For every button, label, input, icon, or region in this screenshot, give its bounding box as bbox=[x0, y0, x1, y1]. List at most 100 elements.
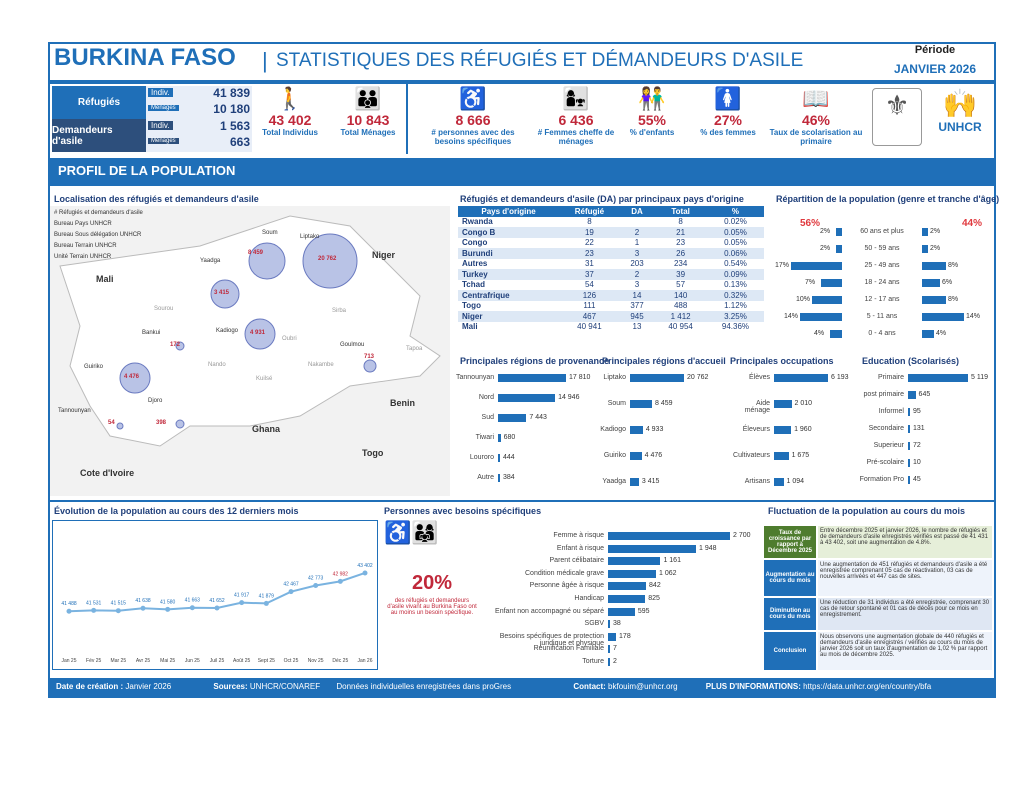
region-djoro: Djoro bbox=[148, 398, 163, 404]
fluctuation-text: Entre décembre 2025 et janvier 2026, le … bbox=[818, 526, 992, 558]
region-sourou: Sourou bbox=[154, 306, 174, 312]
provenance-bar-value: 7 443 bbox=[529, 414, 547, 421]
pyramid-age-label: 25 - 49 ans bbox=[864, 262, 900, 269]
provenance-bar bbox=[498, 434, 501, 442]
besoins-bar-label: Parent célibataire bbox=[549, 557, 604, 565]
besoins-bar-value: 825 bbox=[648, 595, 660, 602]
pyramid-female-value: 7% bbox=[805, 279, 816, 286]
education-bar bbox=[908, 391, 916, 399]
evolution-point bbox=[91, 607, 97, 613]
ref-indiv-value: 41 839 bbox=[213, 86, 250, 100]
evolution-point bbox=[115, 608, 121, 614]
table-cell: 0.54% bbox=[724, 259, 747, 269]
table-row: Burundi 23 3 26 0.06% bbox=[458, 248, 764, 259]
th-da: DA bbox=[619, 206, 655, 217]
table-cell: 126 bbox=[559, 290, 620, 301]
table-row: Centrafrique 126 14 140 0.32% bbox=[458, 290, 764, 301]
provenance-bar bbox=[498, 474, 500, 482]
besoins-bar bbox=[608, 532, 730, 540]
ref-menages-label: Ménages bbox=[148, 105, 179, 111]
pyramid-male-bar bbox=[922, 296, 946, 304]
woman-children-icon: 👩‍👧 bbox=[562, 86, 590, 111]
pyramid-female-bar bbox=[812, 296, 842, 304]
evolution-point bbox=[337, 578, 343, 584]
evolution-data-label: 41 580 bbox=[160, 599, 176, 605]
region-soum: Soum bbox=[262, 230, 278, 236]
provenance-bar-value: 680 bbox=[503, 434, 516, 441]
table-cell: Centrafrique bbox=[458, 290, 560, 301]
children-icon: 👫 bbox=[638, 86, 666, 111]
legend-bureau-terrain: Bureau Terrain UNHCR bbox=[54, 243, 117, 249]
education-bar-label: post primaire bbox=[863, 391, 904, 398]
region-goulmou: Goulmou bbox=[340, 342, 365, 348]
table-cell: 26 bbox=[654, 248, 707, 259]
education-bar bbox=[908, 408, 910, 416]
besoins-bar-value: 1 062 bbox=[658, 569, 677, 577]
footer-contact-link[interactable]: bkfouim@unhcr.org bbox=[608, 682, 678, 691]
page-subtitle: STATISTIQUES DES RÉFUGIÉS ET DÉMANDEURS … bbox=[276, 50, 804, 71]
provenance-bar-label: Autre bbox=[477, 474, 494, 481]
table-row: Congo 22 1 23 0.05% bbox=[458, 238, 764, 249]
table-cell: Niger bbox=[458, 311, 560, 322]
bubble-label-liptako: 20 762 bbox=[318, 256, 337, 262]
evolution-point bbox=[263, 600, 269, 606]
pyramid-male-bar bbox=[922, 262, 946, 270]
footer-info-label: PLUS D'INFORMATIONS: bbox=[705, 682, 801, 691]
pyramid-male-value: 2% bbox=[930, 245, 941, 252]
table-cell: 1 412 bbox=[654, 311, 707, 322]
besoins-bar bbox=[608, 544, 697, 553]
besoins-bar-label: Réunification Familiale bbox=[533, 645, 604, 653]
table-cell: 22 bbox=[584, 238, 594, 248]
evolution-data-label: 41 917 bbox=[234, 593, 250, 599]
occupations-bar bbox=[774, 452, 789, 460]
footer-info-link[interactable]: https://data.unhcr.org/en/country/bfa bbox=[803, 682, 932, 691]
region-bankui: Bankui bbox=[142, 330, 161, 336]
occupations-bar bbox=[774, 400, 792, 408]
country-title: BURKINA FASO bbox=[54, 44, 236, 71]
footer-date-label: Date de création : bbox=[56, 682, 124, 691]
pyramid-male-value: 8% bbox=[948, 296, 959, 303]
evolution-data-label: 41 488 bbox=[61, 601, 77, 607]
evolution-x-tick: Jan 26 bbox=[357, 658, 372, 664]
evolution-data-label: 42 982 bbox=[333, 571, 349, 577]
region-tapoa: Tapoa bbox=[406, 346, 423, 352]
table-cell: 945 bbox=[619, 311, 655, 322]
bubble-soum bbox=[248, 242, 286, 280]
fluctuation-text: Nous observons une augmentation globale … bbox=[818, 632, 992, 670]
region-sirba: Sirba bbox=[332, 308, 347, 314]
table-cell: Togo bbox=[462, 301, 481, 311]
bubble-label-soum: 8 459 bbox=[248, 250, 264, 256]
education-bar-value: 10 bbox=[913, 459, 921, 466]
da-label: Demandeurs d'asile bbox=[52, 119, 146, 152]
region-nakambe: Nakambe bbox=[308, 362, 334, 368]
occupations-bar-value: 1 094 bbox=[786, 478, 805, 485]
besoins-bar bbox=[608, 607, 635, 616]
kpi-femmes-chef: 👩‍👧 6 436 # Femmes cheffe de ménages bbox=[536, 86, 616, 146]
occupations-title: Principales occupations bbox=[730, 356, 834, 366]
provenance-bar-value: 384 bbox=[503, 474, 515, 481]
section-profil: PROFIL DE LA POPULATION bbox=[50, 158, 994, 186]
legend-sous-delegation: Bureau Sous délégation UNHCR bbox=[54, 232, 142, 238]
evolution-data-label: 42 467 bbox=[283, 582, 299, 588]
pyramid-female-value: 2% bbox=[820, 245, 831, 252]
kpi-summary: Réfugiés Indiv. 41 839 Ménages 10 180 De… bbox=[52, 86, 252, 152]
woman-icon: 🚺 bbox=[714, 86, 742, 111]
family-icon: 👪 bbox=[354, 86, 382, 111]
table-cell: Rwanda bbox=[462, 217, 493, 227]
footer-donnees: Données individuelles enregistrées dans … bbox=[336, 682, 512, 691]
table-cell: 203 bbox=[630, 259, 644, 269]
country-togo: Togo bbox=[362, 448, 384, 458]
occupations-bar bbox=[774, 374, 828, 382]
table-cell: 94.36% bbox=[721, 322, 750, 332]
region-tannounyan: Tannounyan bbox=[58, 408, 91, 414]
besoins-bar-label: Personne âgée à risque bbox=[529, 582, 604, 590]
wheelchair-icon: ♿ bbox=[459, 86, 487, 111]
provenance-bar-label: Nord bbox=[478, 394, 494, 401]
bubble-bankui bbox=[175, 341, 185, 351]
periode-label: Période bbox=[914, 44, 956, 56]
header-divider bbox=[50, 80, 994, 84]
fluctuation-row: Taux de croissance par rapport à Décembr… bbox=[764, 526, 992, 558]
ref-menages-value: 10 180 bbox=[213, 102, 250, 116]
enfants-caption: % d'enfants bbox=[629, 128, 675, 137]
table-cell: 13 bbox=[632, 322, 642, 332]
